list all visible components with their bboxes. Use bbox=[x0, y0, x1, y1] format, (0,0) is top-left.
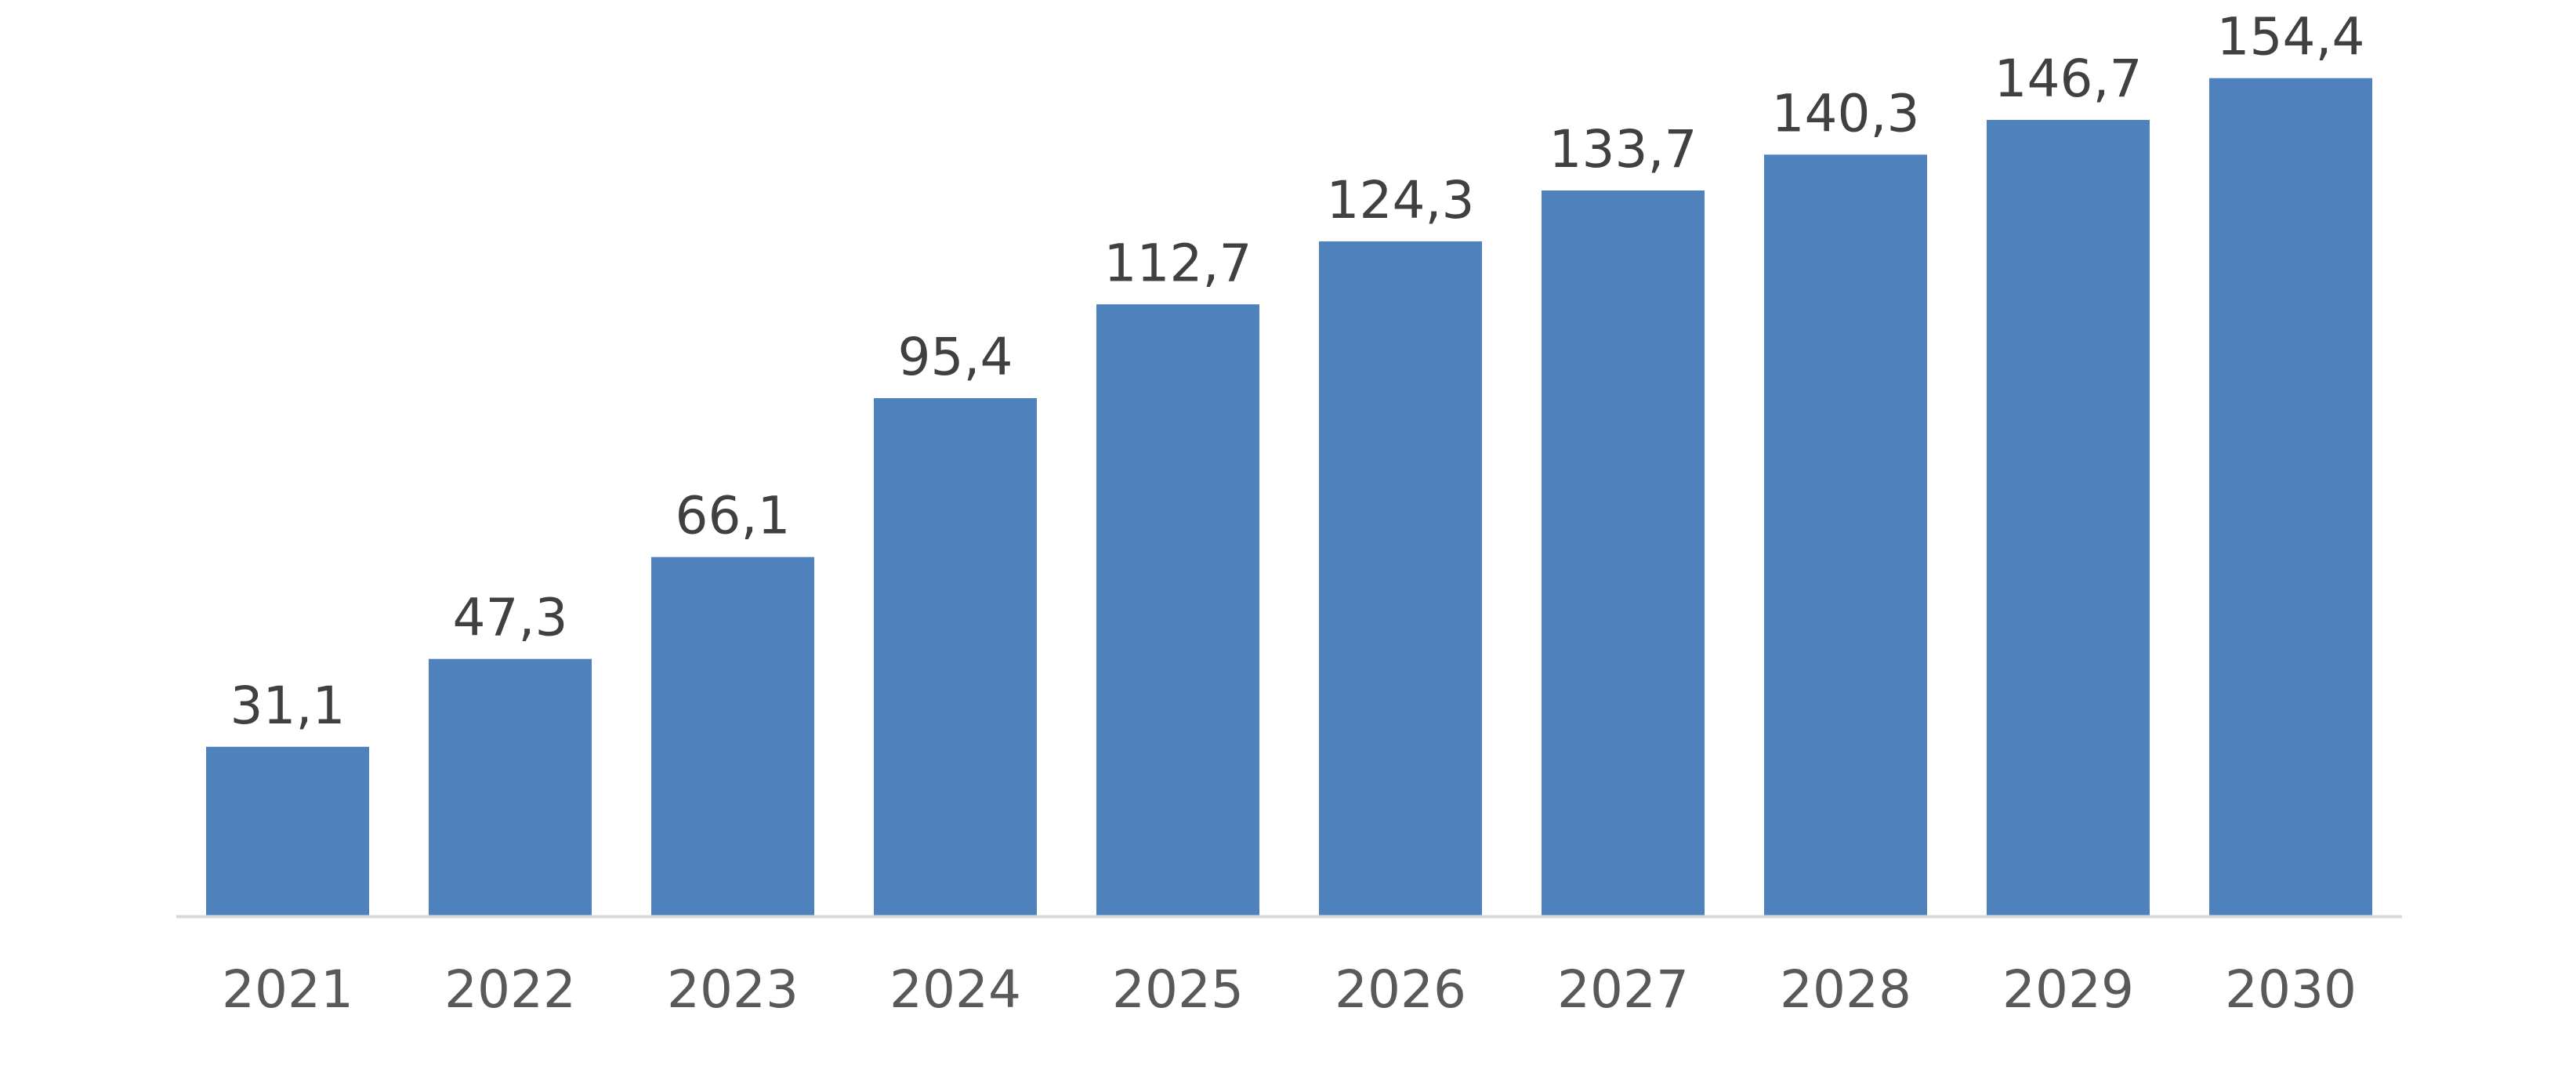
data-label-2021: 31,1 bbox=[230, 676, 346, 736]
data-label-2022: 47,3 bbox=[453, 588, 568, 648]
bars-layer bbox=[206, 78, 2372, 916]
x-tick-label-2021: 2021 bbox=[222, 959, 353, 1020]
data-label-2024: 95,4 bbox=[898, 327, 1013, 387]
x-tick-label-2026: 2026 bbox=[1335, 959, 1466, 1020]
x-tick-label-2025: 2025 bbox=[1112, 959, 1244, 1020]
bar-2028 bbox=[1764, 154, 1927, 916]
bar-2021 bbox=[206, 746, 369, 915]
data-label-2028: 140,3 bbox=[1772, 83, 1920, 143]
data-label-2030: 154,4 bbox=[2217, 7, 2365, 67]
data-label-2029: 146,7 bbox=[1994, 49, 2143, 109]
bar-2025 bbox=[1096, 304, 1259, 915]
bar-2024 bbox=[874, 398, 1037, 915]
x-tick-label-2024: 2024 bbox=[889, 959, 1021, 1020]
x-tick-label-2023: 2023 bbox=[667, 959, 799, 1020]
x-tick-label-2027: 2027 bbox=[1557, 959, 1689, 1020]
bar-2023 bbox=[651, 556, 814, 915]
data-labels-layer: 31,1 47,3 66,1 95,4 112,7 124,3 133,7 140,3 146,… bbox=[230, 7, 2365, 736]
bar-2026 bbox=[1319, 241, 1482, 915]
data-label-2026: 124,3 bbox=[1327, 170, 1475, 230]
bar-2027 bbox=[1542, 190, 1705, 915]
bar-2030 bbox=[2209, 78, 2372, 916]
bar-2029 bbox=[1987, 120, 2150, 915]
data-label-2025: 112,7 bbox=[1104, 233, 1252, 293]
bar-2022 bbox=[429, 658, 592, 915]
x-tick-label-2030: 2030 bbox=[2225, 959, 2357, 1020]
x-tick-label-2028: 2028 bbox=[1780, 959, 1911, 1020]
x-tick-label-2022: 2022 bbox=[444, 959, 576, 1020]
x-tick-label-2029: 2029 bbox=[2002, 959, 2134, 1020]
data-label-2023: 66,1 bbox=[676, 486, 791, 546]
data-label-2027: 133,7 bbox=[1549, 119, 1697, 179]
x-tick-labels-layer: 2021 2022 2023 2024 2025 2026 2027 2028 2029 2030 bbox=[222, 959, 2357, 1020]
